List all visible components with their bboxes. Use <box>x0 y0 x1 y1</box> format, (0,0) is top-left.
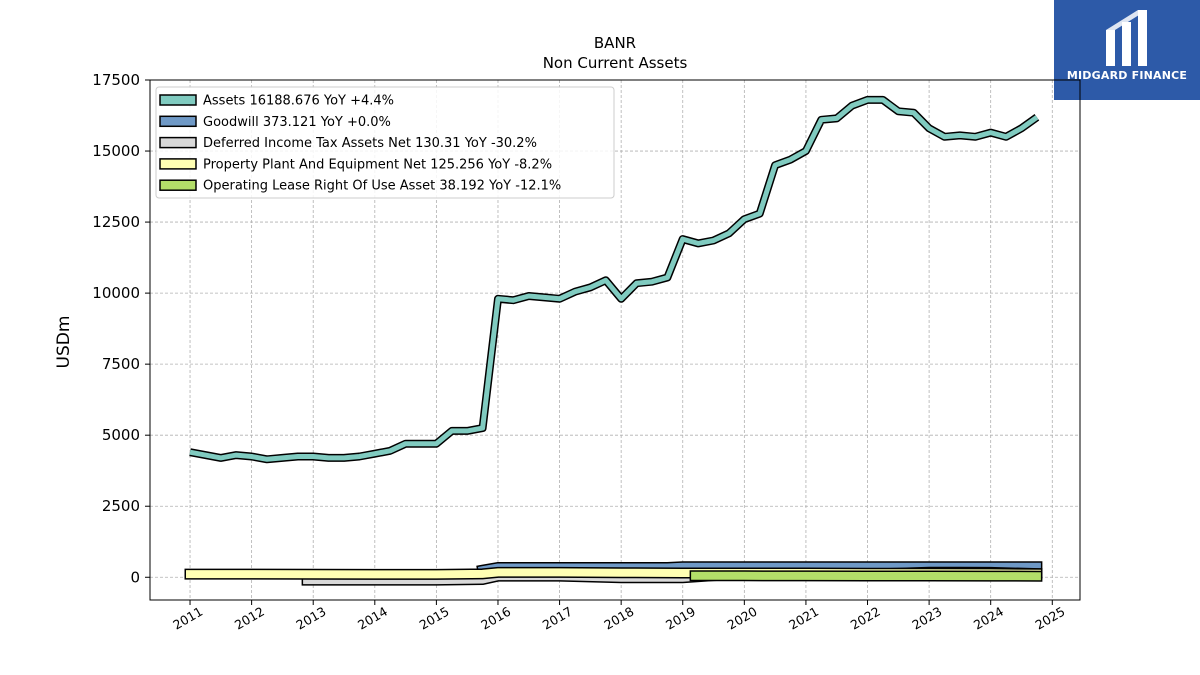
plot-frame <box>149 79 1081 601</box>
legend-swatch <box>159 179 197 191</box>
chart-subtitle: Non Current Assets <box>543 54 688 72</box>
x-tick-label: 2016 <box>478 604 513 633</box>
series-0-line <box>189 97 1039 462</box>
x-tick-label: 2019 <box>663 604 698 633</box>
legend-swatch <box>159 115 197 128</box>
logo: MIDGARD FINANCE <box>1054 0 1200 100</box>
logo-text: MIDGARD FINANCE <box>1066 69 1188 82</box>
x-tick-label: 2012 <box>232 604 267 633</box>
legend: Assets 16188.676 YoY +4.4% Goodwill 373.1… <box>155 86 615 199</box>
series-layer <box>184 95 1043 586</box>
y-tick-label: 5000 <box>102 426 140 444</box>
x-tick-label: 2021 <box>786 604 821 633</box>
legend-label: Operating Lease Right Of Use Asset 38.19… <box>203 179 561 194</box>
midgard-logo-icon <box>1106 10 1147 66</box>
y-tick-label: 15000 <box>92 142 140 160</box>
legend-swatch <box>159 136 197 149</box>
legend-label: Deferred Income Tax Assets Net 130.31 Yo… <box>203 136 537 151</box>
x-tick-label: 2025 <box>1033 604 1068 633</box>
x-tick-label: 2015 <box>417 604 452 633</box>
x-tick-label: 2018 <box>601 604 636 633</box>
series-4-line <box>691 571 1041 581</box>
legend-box <box>155 86 615 199</box>
y-tick-label: 10000 <box>92 284 140 302</box>
x-tick-label: 2017 <box>540 604 575 633</box>
x-tick-label: 2024 <box>971 604 1006 633</box>
y-tick-label: 17500 <box>92 71 140 89</box>
x-tick-label: 2014 <box>355 604 390 633</box>
y-tick-label: 7500 <box>102 355 140 373</box>
legend-label: Property Plant And Equipment Net 125.256… <box>203 157 552 172</box>
x-tick-label: 2011 <box>170 604 205 633</box>
x-tick-label: 2020 <box>725 604 760 633</box>
y-tick-label: 0 <box>130 568 140 586</box>
x-tick-label: 2013 <box>293 604 328 633</box>
legend-swatch <box>159 158 197 170</box>
legend-label: Goodwill 373.121 YoY +0.0% <box>203 115 391 130</box>
legend-label: Assets 16188.676 YoY +4.4% <box>203 94 394 109</box>
x-tick-label: 2022 <box>848 604 883 633</box>
y-tick-label: 12500 <box>92 213 140 231</box>
y-axis-label: USDm <box>54 316 74 369</box>
chart-title: BANR <box>594 34 636 52</box>
x-tick-label: 2023 <box>909 604 944 633</box>
legend-swatch <box>159 94 197 106</box>
y-tick-label: 2500 <box>102 497 140 515</box>
